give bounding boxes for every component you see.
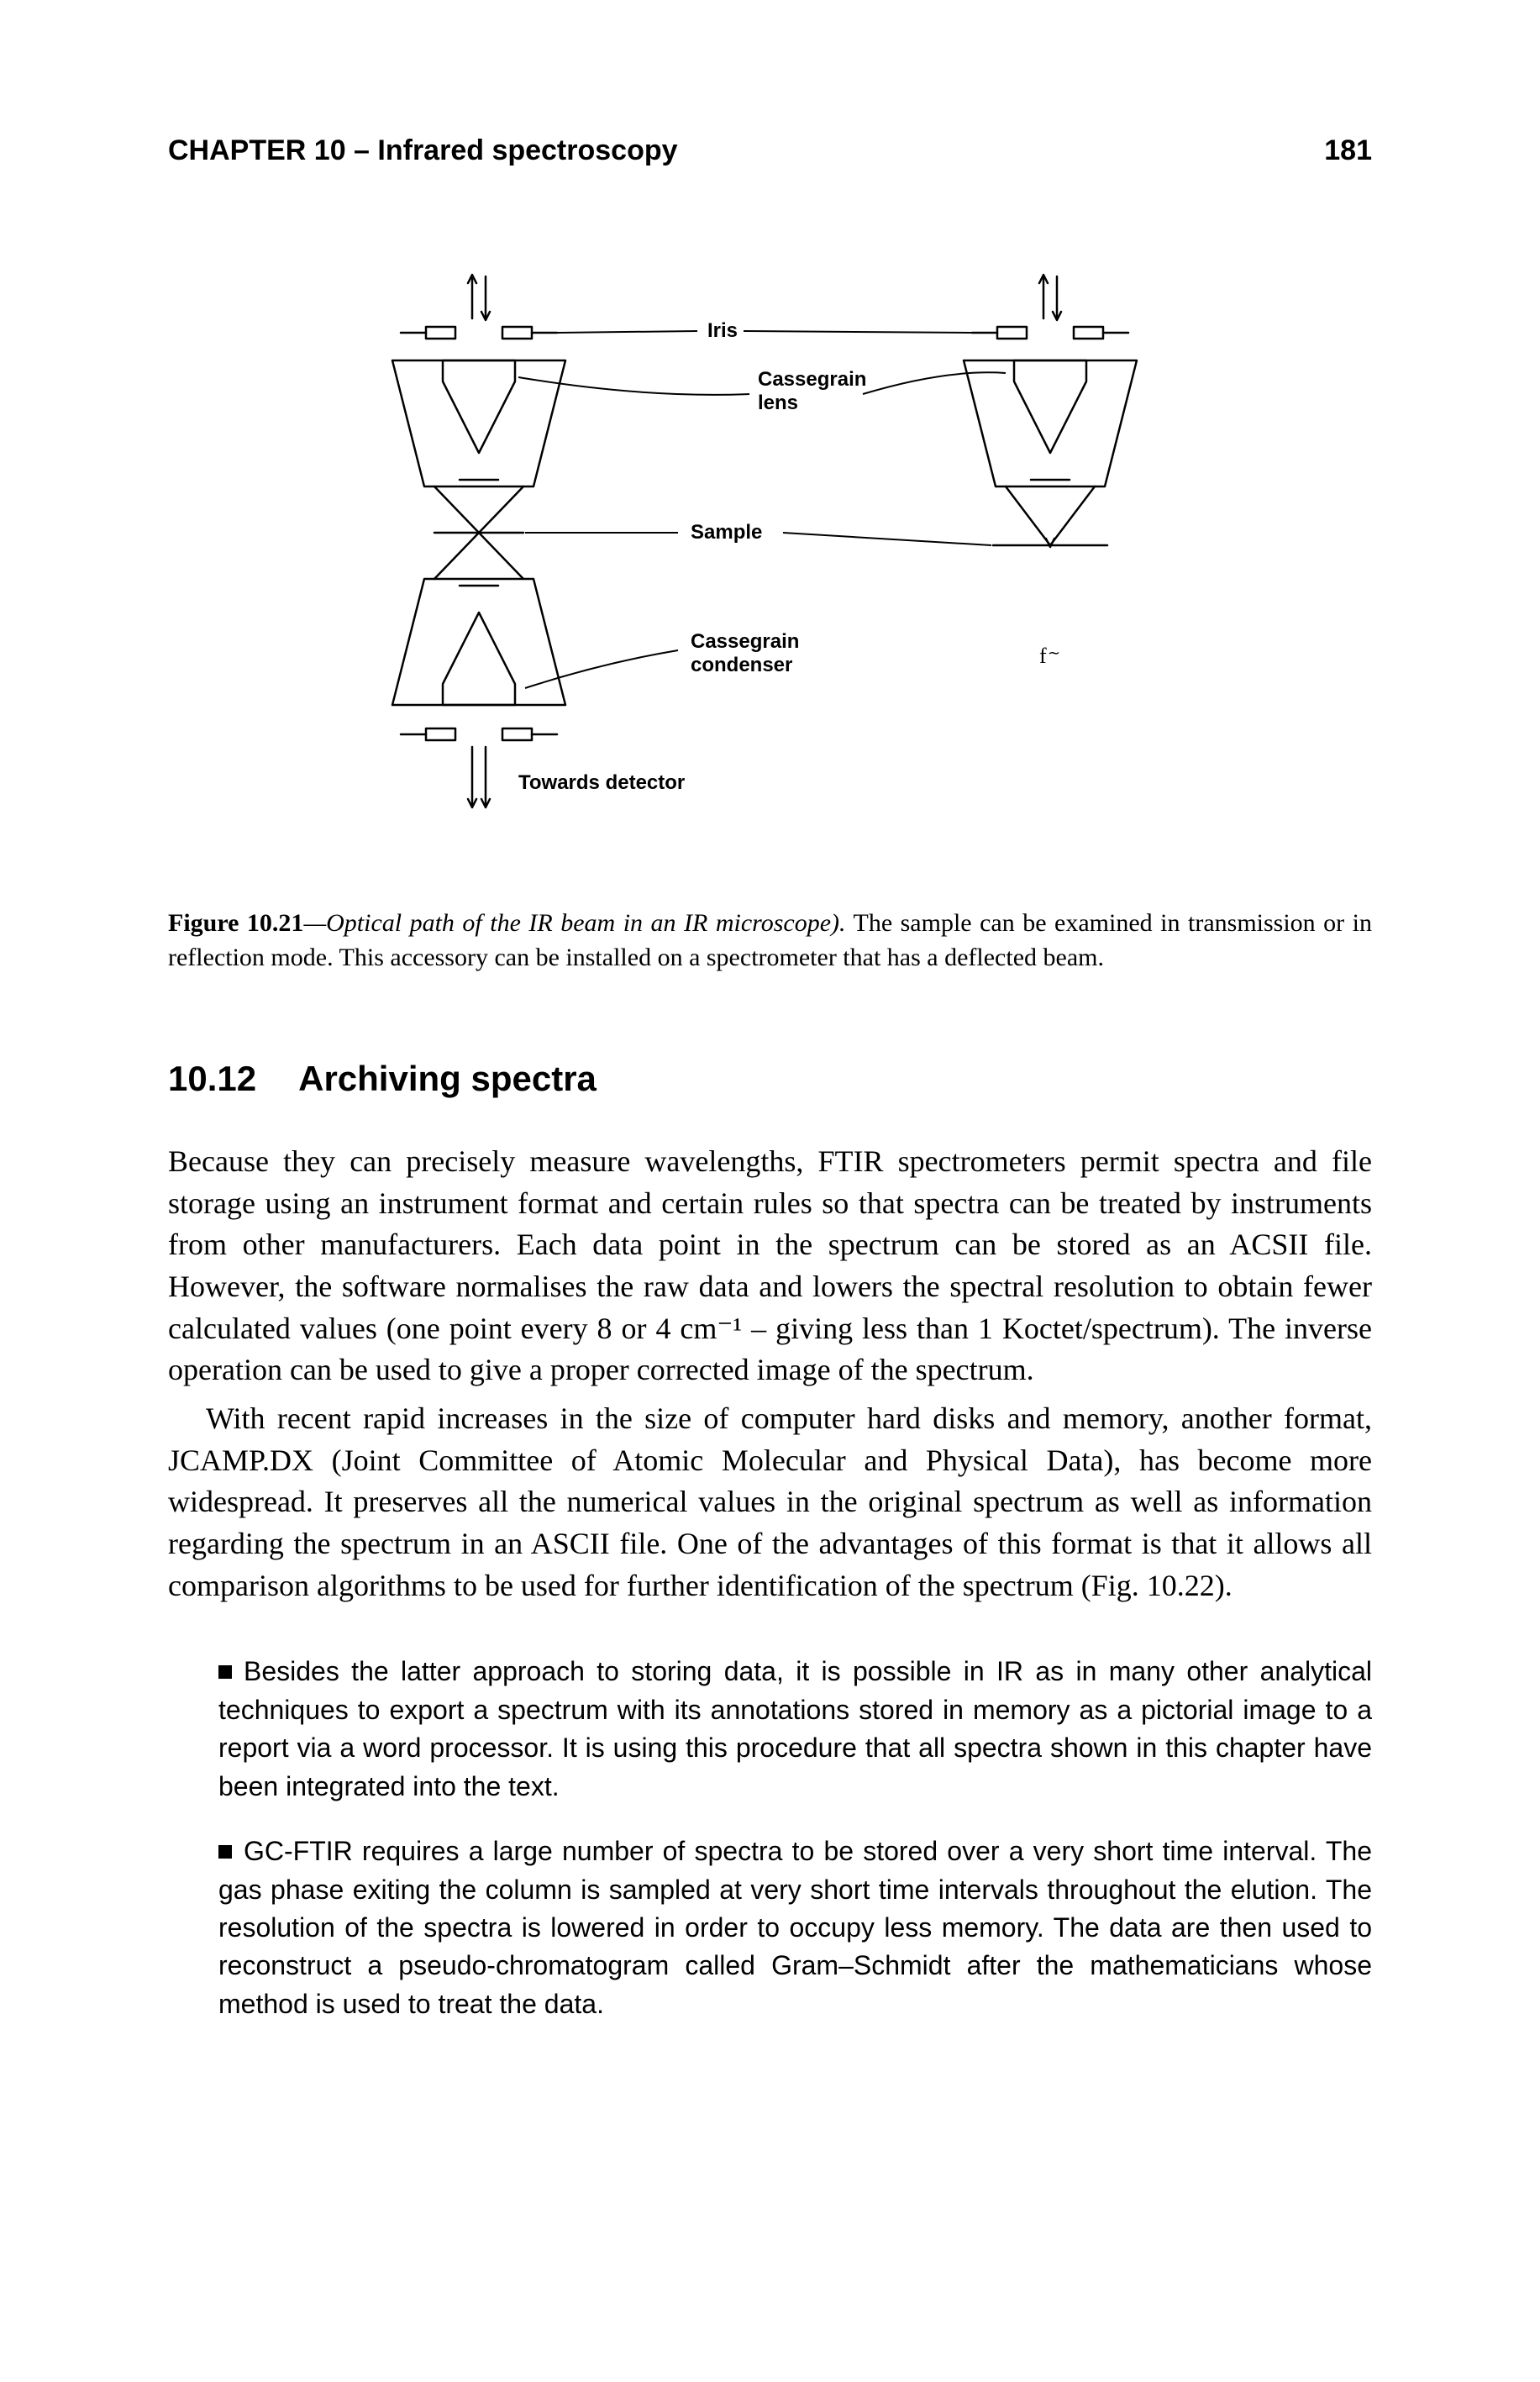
figure-10-21: f ∼ Iris Cassegrain lens Sample Cas (308, 268, 1233, 873)
section-heading: 10.12 Archiving spectra (168, 1059, 1372, 1099)
section-number: 10.12 (168, 1059, 256, 1098)
ir-microscope-diagram: f ∼ Iris Cassegrain lens Sample Cas (308, 268, 1233, 873)
page-number: 181 (1324, 134, 1372, 167)
note-1: Besides the latter approach to storing d… (218, 1653, 1372, 1806)
figure-number: Figure 10.21 (168, 909, 303, 937)
bullet-icon (218, 1845, 232, 1859)
label-cassegrain-cond-2: condenser (691, 654, 792, 676)
figure-title: —Optical path of the IR beam in an IR mi… (303, 909, 845, 937)
figure-caption: Figure 10.21—Optical path of the IR beam… (168, 907, 1372, 975)
paragraph-2: With recent rapid increases in the size … (168, 1398, 1372, 1606)
page-header: CHAPTER 10 – Infrared spectroscopy 181 (168, 134, 1372, 167)
label-cassegrain-lens-1: Cassegrain (758, 368, 866, 391)
bullet-icon (218, 1665, 232, 1679)
page: CHAPTER 10 – Infrared spectroscopy 181 (0, 0, 1540, 2382)
paragraph-1: Because they can precisely measure wavel… (168, 1141, 1372, 1391)
section-title: Archiving spectra (298, 1059, 597, 1098)
svg-text:∼: ∼ (1048, 644, 1060, 661)
label-cassegrain-cond-1: Cassegrain (691, 630, 799, 653)
note-2: GC-FTIR requires a large number of spect… (218, 1833, 1372, 2023)
label-sample: Sample (691, 521, 762, 544)
notes-block: Besides the latter approach to storing d… (218, 1653, 1372, 2023)
note-2-text: GC-FTIR requires a large number of spect… (218, 1836, 1372, 2019)
label-cassegrain-lens-2: lens (758, 392, 798, 414)
label-towards-detector: Towards detector (518, 771, 685, 794)
note-1-text: Besides the latter approach to storing d… (218, 1656, 1372, 1801)
label-iris: Iris (707, 319, 738, 342)
svg-text:f: f (1039, 644, 1047, 668)
chapter-label: CHAPTER 10 – Infrared spectroscopy (168, 134, 678, 167)
